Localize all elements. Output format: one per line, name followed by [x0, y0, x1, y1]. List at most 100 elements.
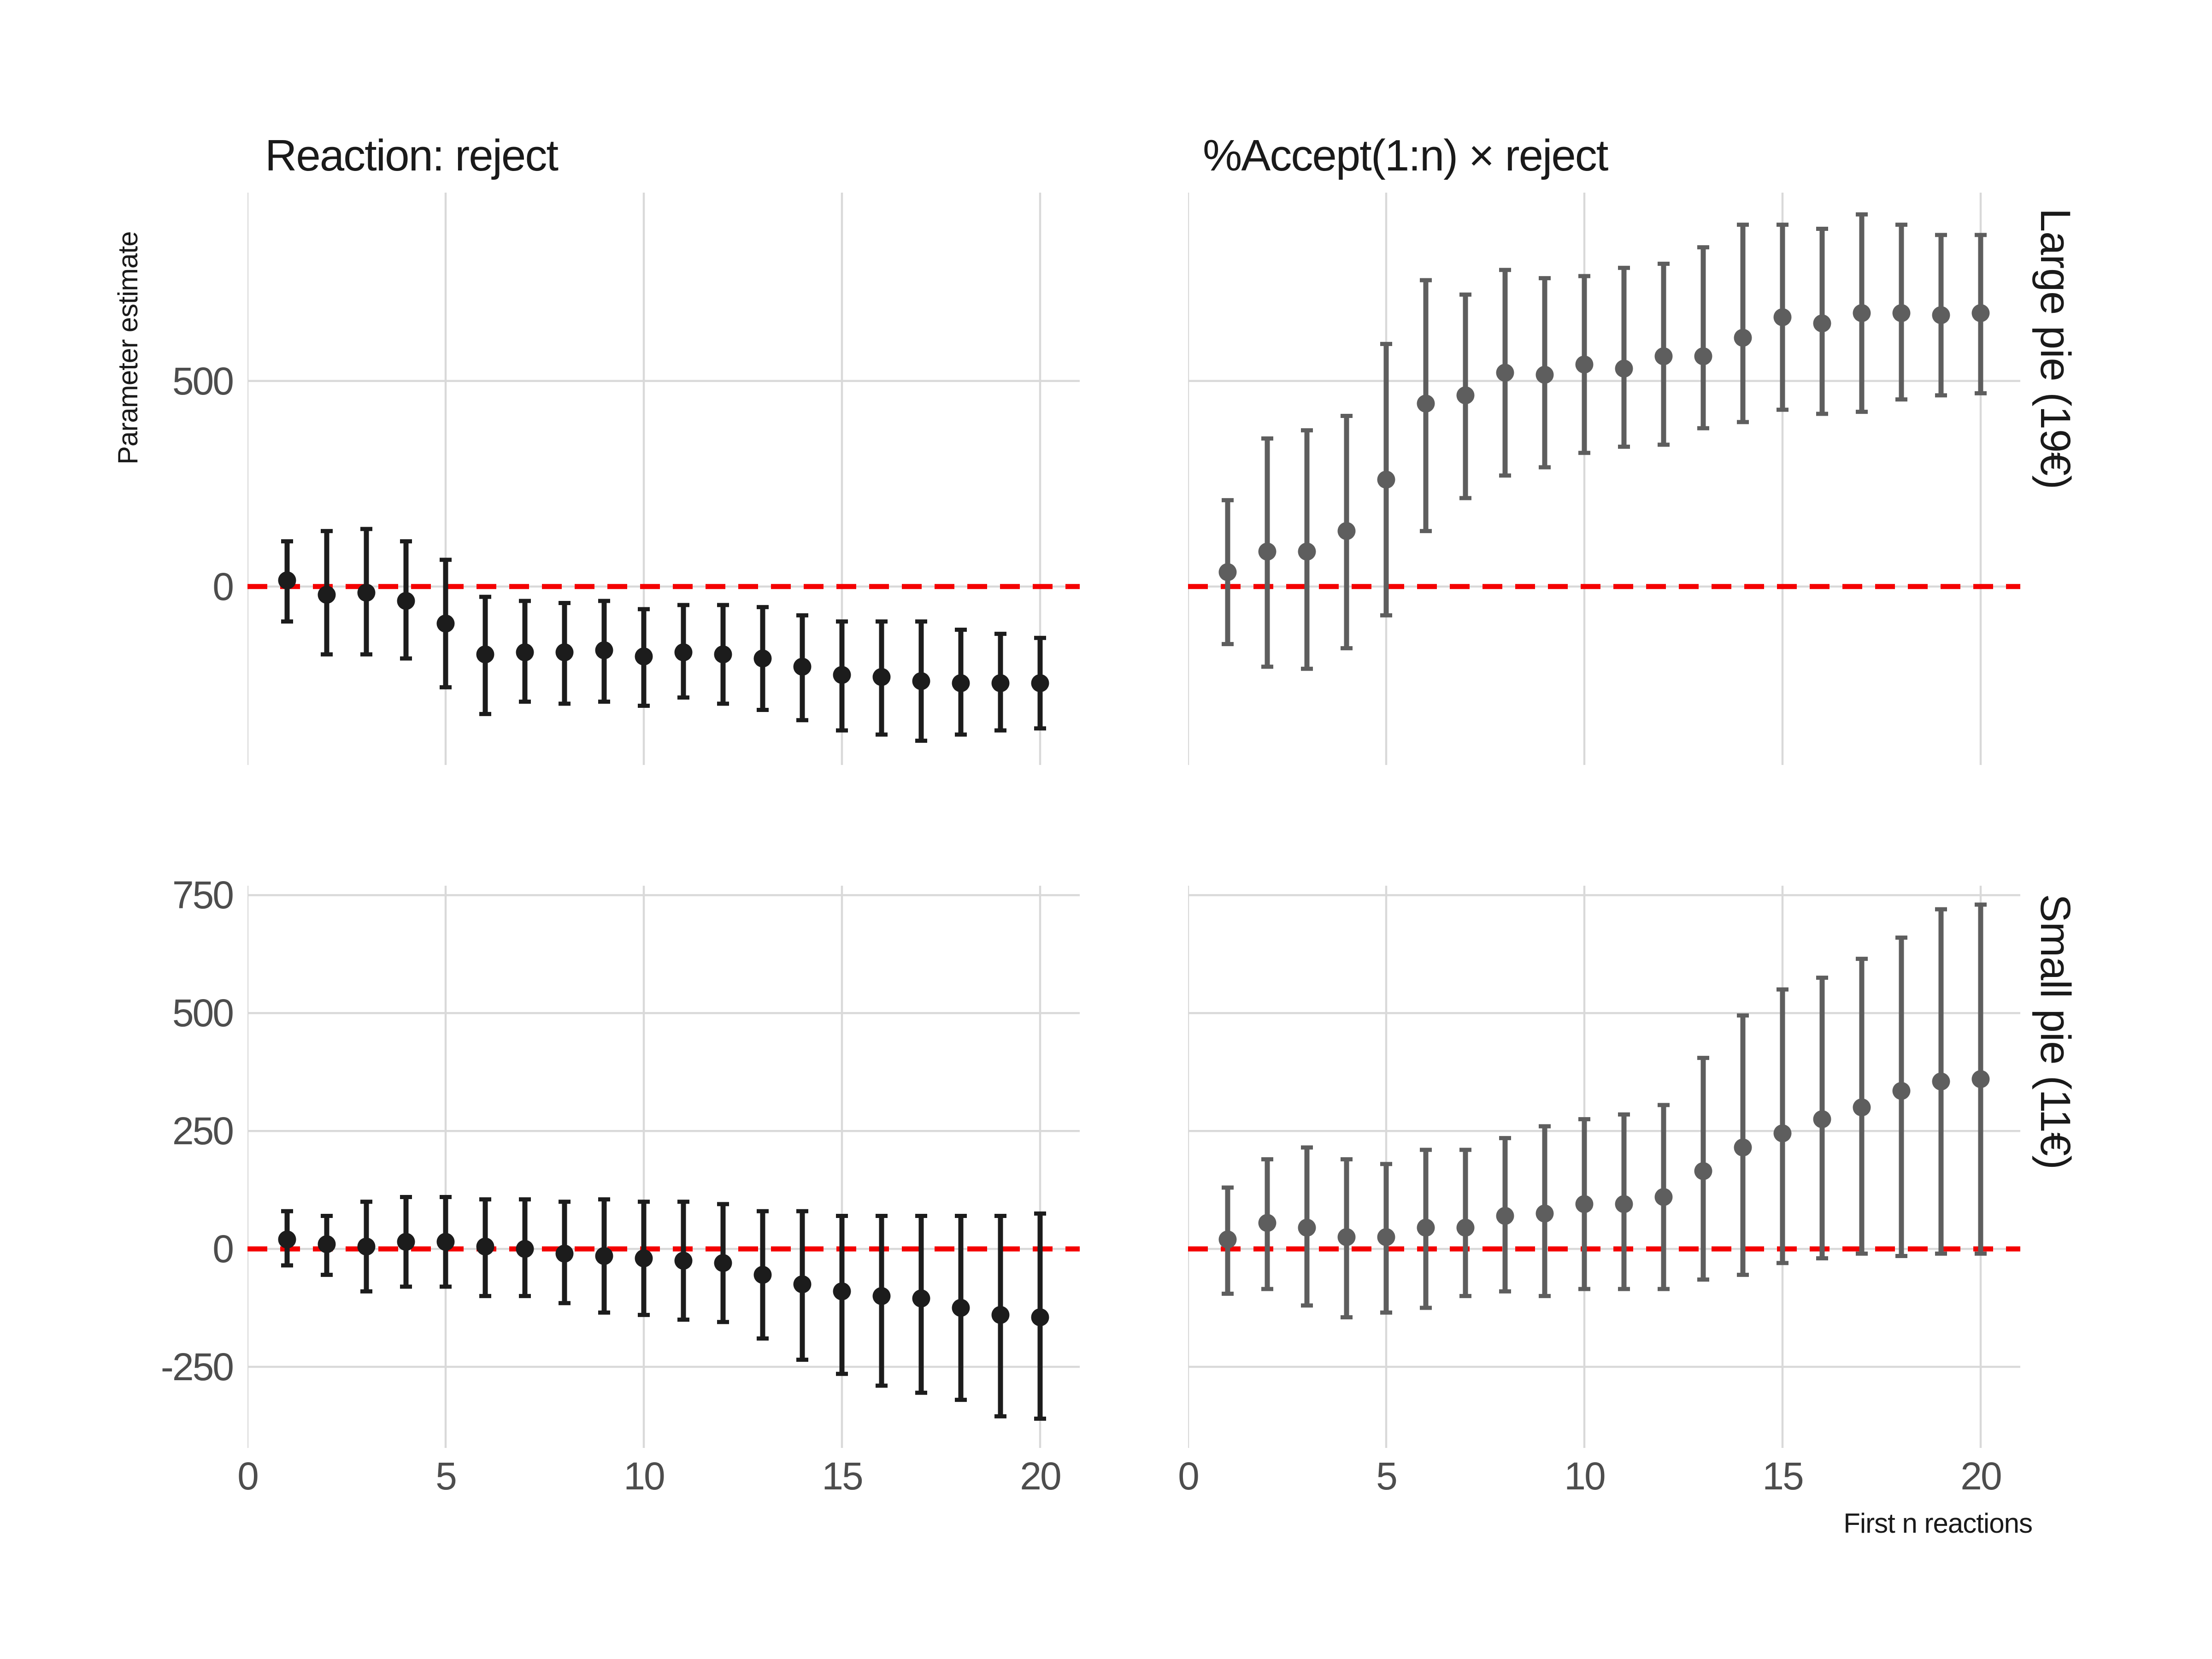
pointrange: [278, 1209, 296, 1268]
pointrange: [1853, 957, 1871, 1256]
x-tick-label: 5: [1376, 1454, 1398, 1498]
pointrange: [1456, 1147, 1475, 1298]
pointrange: [753, 605, 772, 712]
x-tick-label: 10: [1564, 1454, 1606, 1498]
pointrange: [1377, 1162, 1395, 1315]
x-tick-label: 20: [1960, 1454, 2002, 1498]
pointrange: [833, 619, 851, 733]
pointrange: [635, 607, 653, 708]
y-tick-label: -250: [160, 1345, 234, 1388]
pointrange: [1813, 227, 1831, 416]
facet-strip-small-pie: Small pie (11€): [2032, 894, 2079, 1169]
pointrange: [397, 1195, 415, 1289]
pointrange: [1734, 1013, 1752, 1277]
pointrange: [357, 527, 376, 657]
pointrange: [753, 1209, 772, 1341]
pointrange: [1734, 223, 1752, 424]
pointrange: [952, 627, 970, 737]
x-axis-title: First n reactions: [1843, 1508, 2033, 1539]
y-tick-label: 500: [172, 359, 234, 403]
pointrange: [1773, 223, 1792, 412]
y-axis-title: Parameter estimate: [112, 231, 143, 465]
panel-accept-interaction-small-pie: [1188, 886, 2020, 1448]
pointrange: [1853, 212, 1871, 414]
pointrange: [436, 558, 455, 689]
pointrange: [635, 1200, 653, 1317]
facet-column-title-reaction-reject: Reaction: reject: [265, 131, 559, 180]
x-tick-label: 15: [822, 1454, 863, 1498]
x-tick-label: 15: [1762, 1454, 1804, 1498]
pointrange: [1298, 428, 1316, 671]
pointrange: [674, 1200, 693, 1322]
pointrange: [1813, 976, 1831, 1261]
x-tick-label: 20: [1020, 1454, 1061, 1498]
pointrange: [1417, 278, 1435, 533]
pointrange: [1535, 1124, 1554, 1298]
pointrange: [1298, 1145, 1316, 1308]
pointrange: [1575, 274, 1594, 455]
pointrange: [595, 599, 613, 704]
pointrange: [1496, 268, 1514, 478]
pointrange: [1971, 233, 1990, 395]
pointrange: [1615, 265, 1633, 449]
pointrange: [436, 1195, 455, 1289]
pointrange: [1218, 1185, 1237, 1296]
pointrange: [991, 1213, 1010, 1418]
pointrange: [872, 1213, 891, 1388]
pointrange: [278, 539, 296, 624]
y-tick-label: 500: [172, 991, 234, 1035]
pointrange: [912, 619, 930, 743]
x-tick-label: 10: [624, 1454, 665, 1498]
pointrange: [833, 1213, 851, 1376]
y-tick-label: 250: [172, 1109, 234, 1153]
pointrange: [1615, 1112, 1633, 1291]
pointrange: [476, 594, 494, 716]
pointrange: [1773, 987, 1792, 1265]
pointrange: [318, 529, 336, 657]
pointrange: [793, 1209, 812, 1362]
pointrange: [1031, 1211, 1049, 1421]
pointrange: [1417, 1147, 1435, 1310]
pointrange: [912, 1213, 930, 1395]
pointrange: [595, 1197, 613, 1315]
pointrange: [1654, 1103, 1673, 1291]
pointrange: [1337, 1157, 1356, 1319]
panel-reject-large-pie: [247, 193, 1080, 765]
pointrange: [1932, 907, 1950, 1256]
x-tick-label: 0: [1178, 1454, 1200, 1498]
pointrange: [1496, 1136, 1514, 1294]
pointrange: [714, 603, 732, 706]
y-tick-label: 0: [212, 1227, 234, 1271]
pointrange: [516, 599, 534, 704]
pointrange: [952, 1213, 970, 1402]
pointrange: [872, 619, 891, 737]
pointrange: [1218, 498, 1237, 647]
y-tick-label: 0: [212, 565, 234, 608]
facet-column-title-accept-reject: %Accept(1:n) × reject: [1203, 131, 1608, 180]
x-tick-label: 5: [435, 1454, 457, 1498]
pointrange: [1694, 245, 1712, 430]
pointrange: [991, 631, 1010, 733]
pointrange: [1535, 276, 1554, 470]
pointrange: [397, 539, 415, 661]
pointrange: [1971, 902, 1990, 1256]
pointrange: [1694, 1056, 1712, 1282]
pointrange: [1377, 341, 1395, 618]
pointrange: [714, 1202, 732, 1324]
pointrange: [555, 1200, 574, 1306]
pointrange: [674, 603, 693, 700]
x-tick-label: 0: [237, 1454, 259, 1498]
pointrange: [1932, 233, 1950, 398]
pointrange: [516, 1197, 534, 1298]
panel-reject-small-pie: [247, 886, 1080, 1448]
pointrange: [476, 1197, 494, 1298]
pointrange: [1337, 413, 1356, 651]
pointrange: [318, 1213, 336, 1277]
pointrange: [1031, 635, 1049, 731]
pointrange: [793, 613, 812, 723]
facet-strip-large-pie: Large pie (19€): [2032, 208, 2079, 489]
pointrange: [1575, 1117, 1594, 1291]
pointrange: [1258, 1157, 1277, 1291]
pointrange: [1892, 223, 1911, 402]
